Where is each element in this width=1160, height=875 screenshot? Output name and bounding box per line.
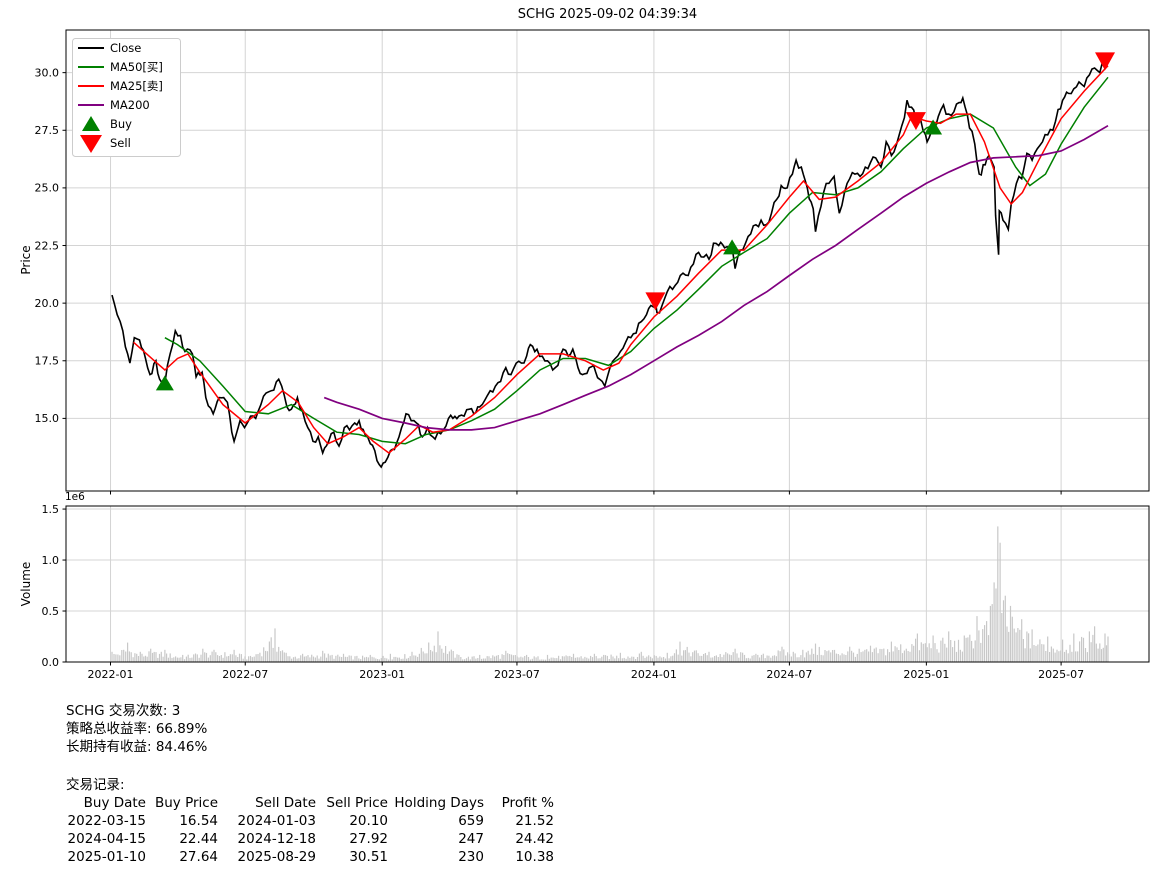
- legend-label-4: Buy: [110, 117, 132, 131]
- trades-row: 2022-03-15 16.54 2024-01-03 20.10 659 21.52: [67, 813, 554, 829]
- buy-marker: [924, 119, 943, 135]
- price-axis-label: Price: [19, 245, 33, 275]
- x-tick-label: 2024-07: [766, 668, 812, 681]
- signal-markers: [155, 52, 1116, 391]
- buy-marker: [155, 375, 174, 391]
- trades-row: 2024-04-15 22.44 2024-12-18 27.92 247 24.42: [67, 831, 554, 847]
- x-tick-label: 2025-01: [903, 668, 949, 681]
- legend-label-5: Sell: [110, 136, 131, 150]
- legend-label-2: MA25[卖]: [110, 79, 163, 93]
- price-tick-label: 30.0: [35, 66, 60, 79]
- summary-strategy-return: 策略总收益率: 66.89%: [66, 721, 208, 737]
- price-tick-label: 22.5: [35, 239, 60, 252]
- x-tick-label: 2023-01: [359, 668, 405, 681]
- buy-marker-icon: [82, 116, 100, 131]
- x-tick-label: 2023-07: [494, 668, 540, 681]
- spacer: [66, 756, 554, 776]
- summary-block: SCHG 交易次数: 3 策略总收益率: 66.89% 长期持有收益: 84.4…: [66, 702, 554, 866]
- sell-marker: [645, 292, 666, 311]
- ma200-line: [323, 124, 1109, 431]
- legend-label-0: Close: [110, 41, 141, 55]
- trades-table: Buy Date Buy Price Sell Date Sell Price Hold…: [66, 794, 554, 866]
- ma50-line: [164, 76, 1109, 445]
- volume-tick-label: 0.5: [42, 605, 60, 618]
- legend: Close MA50[买] MA25[卖] MA200 Buy Sell: [72, 38, 181, 157]
- price-tick-label: 17.5: [35, 355, 60, 368]
- price-tick-label: 20.0: [35, 297, 60, 310]
- volume-tick-label: 0.0: [42, 656, 60, 669]
- price-tick-label: 15.0: [35, 412, 60, 425]
- legend-label-3: MA200: [110, 98, 150, 112]
- volume-bars: [111, 526, 1109, 662]
- volume-offset-text: 1e6: [65, 491, 85, 503]
- buy-marker: [723, 239, 742, 255]
- volume-tick-label: 1.5: [42, 503, 60, 516]
- summary-trades-count: SCHG 交易次数: 3: [66, 703, 181, 719]
- sell-marker: [1095, 52, 1116, 71]
- x-tick-label: 2025-07: [1038, 668, 1084, 681]
- x-tick-label: 2024-01: [631, 668, 677, 681]
- legend-label-1: MA50[买]: [110, 60, 163, 74]
- x-tick-label: 2022-01: [88, 668, 134, 681]
- price-tick-label: 25.0: [35, 182, 60, 195]
- x-tick-label: 2022-07: [222, 668, 268, 681]
- summary-buyhold-return: 长期持有收益: 84.46%: [66, 739, 208, 755]
- chart-svg: 2022-01 2022-07 2023-01 2023-07 2024-01 2024-…: [35, 29, 1150, 681]
- volume-tick-label: 1.0: [42, 554, 60, 567]
- price-tick-label: 27.5: [35, 124, 60, 137]
- volume-axis-label: Volume: [19, 561, 33, 607]
- sell-marker: [905, 112, 926, 131]
- price-lines: [111, 56, 1109, 469]
- chart-title: SCHG 2025-09-02 04:39:34: [517, 7, 698, 22]
- trades-title: 交易记录:: [66, 777, 125, 793]
- trades-row: 2025-01-10 27.64 2025-08-29 30.51 230 10.38: [67, 849, 554, 865]
- trades-header-row: Buy Date Buy Price Sell Date Sell Price Hold…: [83, 795, 554, 811]
- ma25-line: [133, 65, 1109, 454]
- sell-marker-icon: [80, 135, 102, 153]
- axes: 2022-01 2022-07 2023-01 2023-07 2024-01 2024-…: [35, 29, 1150, 681]
- close-line: [111, 56, 1109, 469]
- gridlines: [66, 30, 1149, 663]
